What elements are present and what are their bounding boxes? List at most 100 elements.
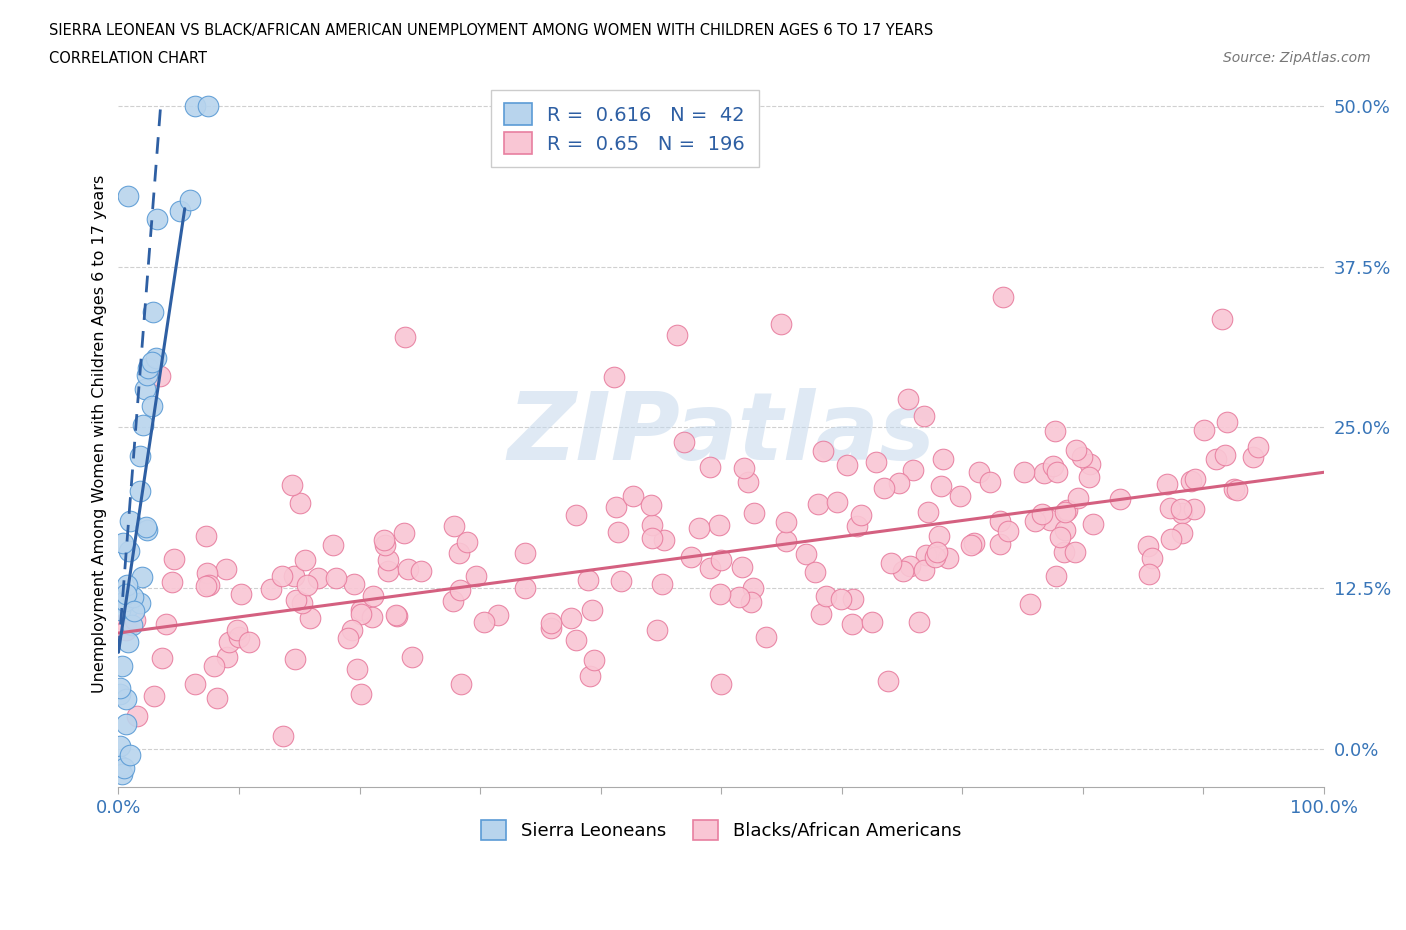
Point <box>136 361 159 376</box>
Point <box>988 537 1011 551</box>
Point <box>1159 500 1181 515</box>
Point <box>373 532 395 547</box>
Point <box>742 580 765 595</box>
Point <box>146 211 169 226</box>
Point <box>1032 466 1054 481</box>
Point <box>1213 448 1236 463</box>
Point <box>988 513 1011 528</box>
Point <box>640 498 662 512</box>
Point <box>560 610 582 625</box>
Point <box>849 508 872 523</box>
Point <box>513 580 536 595</box>
Point <box>273 728 295 743</box>
Point <box>1031 507 1053 522</box>
Point <box>912 409 935 424</box>
Point <box>1063 544 1085 559</box>
Point <box>450 677 472 692</box>
Text: Source: ZipAtlas.com: Source: ZipAtlas.com <box>1223 51 1371 65</box>
Point <box>927 545 949 560</box>
Text: ZIPatlas: ZIPatlas <box>508 388 935 480</box>
Point <box>652 533 675 548</box>
Point <box>681 550 703 565</box>
Point <box>815 589 838 604</box>
Point <box>830 591 852 606</box>
Point <box>860 615 883 630</box>
Point <box>217 649 239 664</box>
Point <box>295 578 318 592</box>
Point <box>143 689 166 704</box>
Point <box>114 692 136 707</box>
Point <box>443 519 465 534</box>
Point <box>1205 452 1227 467</box>
Point <box>1140 551 1163 565</box>
Point <box>195 565 218 580</box>
Point <box>115 586 138 601</box>
Point <box>880 556 903 571</box>
Point <box>936 551 959 565</box>
Point <box>804 565 827 579</box>
Point <box>699 460 721 475</box>
Point <box>350 686 373 701</box>
Point <box>260 582 283 597</box>
Point <box>117 634 139 649</box>
Point <box>114 593 136 608</box>
Point <box>1083 516 1105 531</box>
Point <box>841 617 863 631</box>
Point <box>136 523 159 538</box>
Point <box>1018 597 1040 612</box>
Point <box>917 505 939 520</box>
Point <box>169 204 191 219</box>
Point <box>688 521 710 536</box>
Point <box>1184 472 1206 486</box>
Point <box>122 604 145 618</box>
Point <box>118 544 141 559</box>
Point <box>540 616 562 631</box>
Point <box>214 562 236 577</box>
Point <box>115 615 138 630</box>
Point <box>307 571 329 586</box>
Point <box>284 593 307 608</box>
Point <box>281 478 304 493</box>
Point <box>115 578 138 592</box>
Point <box>621 488 644 503</box>
Y-axis label: Unemployment Among Women with Children Ages 6 to 17 years: Unemployment Among Women with Children A… <box>93 175 107 693</box>
Point <box>579 668 602 683</box>
Point <box>350 603 373 618</box>
Text: SIERRA LEONEAN VS BLACK/AFRICAN AMERICAN UNEMPLOYMENT AMONG WOMEN WITH CHILDREN : SIERRA LEONEAN VS BLACK/AFRICAN AMERICAN… <box>49 23 934 38</box>
Point <box>449 545 471 560</box>
Point <box>198 578 221 592</box>
Point <box>728 590 751 604</box>
Point <box>740 595 762 610</box>
Point <box>1171 505 1194 520</box>
Point <box>1045 568 1067 583</box>
Point <box>1247 440 1270 455</box>
Point <box>179 193 201 207</box>
Point <box>472 615 495 630</box>
Point <box>610 573 633 588</box>
Point <box>108 758 131 773</box>
Point <box>465 568 488 583</box>
Point <box>195 578 218 593</box>
Point <box>387 609 409 624</box>
Point <box>128 448 150 463</box>
Point <box>114 761 136 776</box>
Legend: Sierra Leoneans, Blacks/African Americans: Sierra Leoneans, Blacks/African American… <box>472 811 970 849</box>
Point <box>374 538 396 552</box>
Point <box>1039 512 1062 527</box>
Point <box>1192 423 1215 438</box>
Point <box>350 606 373 621</box>
Point <box>456 534 478 549</box>
Point <box>979 474 1001 489</box>
Point <box>120 748 142 763</box>
Point <box>197 99 219 113</box>
Point <box>775 533 797 548</box>
Point <box>141 354 163 369</box>
Point <box>540 621 562 636</box>
Point <box>967 465 990 480</box>
Point <box>1046 464 1069 479</box>
Point <box>962 535 984 550</box>
Point <box>565 508 588 523</box>
Point <box>645 623 668 638</box>
Point <box>122 590 145 604</box>
Point <box>737 475 759 490</box>
